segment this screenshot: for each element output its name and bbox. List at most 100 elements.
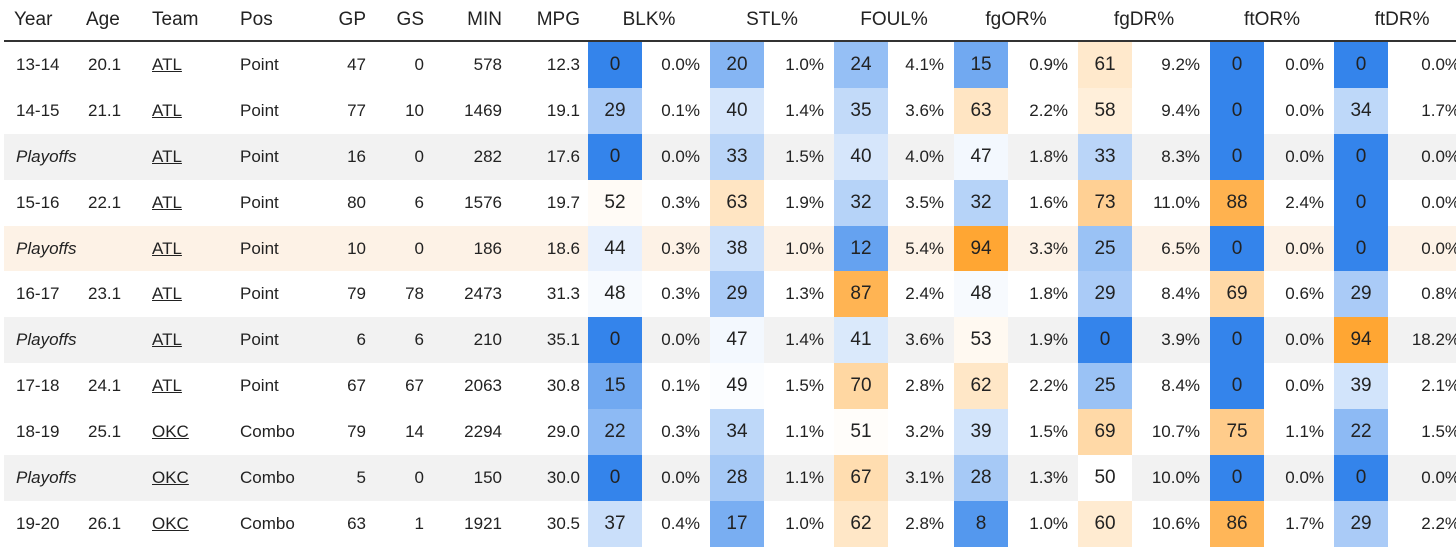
gp-cell: 79 [347,284,366,304]
mpg-cell: 12.3 [546,54,580,74]
ftdr-value-cell: 0.8% [1421,284,1456,304]
blk-percentile-cell: 52 [588,179,642,226]
mpg-cell: 18.6 [510,225,588,272]
col-header-team[interactable]: Team [140,0,220,42]
fgor-value-cell: 0.9% [1029,54,1069,74]
col-header-fgdr[interactable]: fgDR% [1078,0,1211,42]
gp-cell: 80 [347,192,366,212]
stl-value-cell: 1.1% [764,455,834,501]
col-header-gs[interactable]: GS [374,0,432,42]
team-link[interactable]: OKC [152,513,189,533]
col-header-pos[interactable]: Pos [220,0,308,42]
stl-value-cell: 1.0% [785,513,824,533]
ftdr-value-cell: 0.0% [1421,54,1456,74]
mpg-cell: 30.0 [510,455,588,501]
team-cell: ATL [140,271,220,317]
fgor-percentile-cell: 48 [954,271,1009,318]
fgor-value-cell: 1.5% [1029,422,1069,442]
table-row: Playoffs OKC Combo 5 0 150 30.0 0 0.0% 28 1.1% 67 3.… [4,455,1456,501]
gs-cell: 67 [405,376,424,396]
pos-cell: Combo [220,455,308,501]
fgor-value-cell: 1.8% [1029,284,1069,304]
col-header-ftor[interactable]: ftOR% [1210,0,1335,42]
fgor-value-cell: 2.2% [1029,100,1069,120]
team-link[interactable]: ATL [152,376,182,396]
ftor-percentile-cell: 0 [1210,363,1265,410]
gs-cell: 78 [405,284,424,304]
fgor-percentile-cell: 94 [954,225,1009,272]
pos-cell: Point [220,317,308,364]
stl-value-cell: 1.0% [764,225,834,272]
fgdr-value-cell: 10.6% [1151,513,1201,533]
fgor-value-cell: 1.0% [1029,513,1069,533]
min-cell: 186 [432,225,510,272]
ftdr-value-cell: 1.7% [1421,100,1456,120]
table-row: 18-19 25.1 OKC Combo 79 14 2294 29.0 22 0.3% 34 1.1… [4,409,1456,456]
ftdr-percentile-cell: 29 [1334,500,1389,547]
fgdr-percentile-cell: 33 [1078,133,1133,180]
table-row: 16-17 23.1 ATL Point 79 78 2473 31.3 48 0.3% 29 1.3… [4,271,1456,318]
blk-value-cell: 0.3% [661,284,700,304]
team-link[interactable]: ATL [152,238,182,258]
gs-cell: 1 [414,513,424,533]
fgdr-percentile-cell: 0 [1078,317,1133,364]
fgdr-value-cell: 10.7% [1151,422,1201,442]
stl-percentile-cell: 20 [710,41,764,88]
fgor-percentile-cell: 53 [954,317,1009,364]
blk-percentile-cell: 44 [588,225,642,272]
team-link[interactable]: ATL [152,330,182,350]
age-cell: 20.1 [88,54,122,74]
pos-cell: Combo [240,422,295,442]
team-link[interactable]: ATL [152,284,182,304]
ftor-percentile-cell: 0 [1210,133,1265,180]
col-header-gp[interactable]: GP [308,0,374,42]
fgor-percentile-cell: 62 [954,363,1009,410]
blk-percentile-cell: 0 [588,455,642,501]
ftdr-percentile-cell: 22 [1334,409,1389,456]
team-link[interactable]: OKC [152,467,189,487]
foul-value-cell: 3.1% [888,455,955,501]
ftdr-percentile-cell: 0 [1334,225,1389,272]
foul-value-cell: 2.8% [905,513,945,533]
stl-value-cell: 1.9% [785,192,824,212]
team-link[interactable]: ATL [152,146,182,166]
fgdr-value-cell: 8.4% [1161,284,1201,304]
ftdr-value-cell: 0.0% [1421,192,1456,212]
ftor-value-cell: 2.4% [1285,192,1325,212]
ftor-value-cell: 1.1% [1285,422,1325,442]
col-header-fgor[interactable]: fgOR% [954,0,1079,42]
stl-percentile-cell: 49 [710,363,764,410]
col-header-year[interactable]: Year [4,0,76,42]
age-cell [76,225,140,272]
team-link[interactable]: ATL [152,192,182,212]
age-cell [76,133,140,180]
col-header-min[interactable]: MIN [432,0,510,42]
team-link[interactable]: ATL [152,100,182,120]
gp-cell: 10 [308,225,374,272]
gs-cell: 0 [374,133,432,180]
col-header-ftdr[interactable]: ftDR% [1334,0,1456,42]
blk-value-cell: 0.3% [642,225,710,272]
pos-cell: Point [240,192,279,212]
col-header-foul[interactable]: FOUL% [834,0,955,42]
col-header-blk[interactable]: BLK% [588,0,710,42]
year-cell: 14-15 [16,100,60,120]
min-cell: 1469 [464,100,502,120]
col-header-stl[interactable]: STL% [710,0,834,42]
team-link[interactable]: OKC [152,422,189,442]
gp-cell: 79 [347,422,366,442]
col-header-mpg[interactable]: MPG [510,0,588,42]
team-link[interactable]: ATL [152,54,182,74]
ftor-percentile-cell: 0 [1210,41,1265,88]
fgdr-percentile-cell: 25 [1078,225,1133,272]
fgor-percentile-cell: 8 [954,500,1009,547]
foul-percentile-cell: 70 [834,363,888,410]
year-cell: 15-16 [16,192,60,212]
blk-value-cell: 0.1% [661,100,700,120]
gp-cell: 6 [308,317,374,364]
blk-percentile-cell: 37 [588,500,642,547]
ftor-value-cell: 1.7% [1285,513,1325,533]
blk-percentile-cell: 48 [588,271,642,318]
gs-cell: 0 [414,54,424,74]
col-header-age[interactable]: Age [76,0,140,42]
